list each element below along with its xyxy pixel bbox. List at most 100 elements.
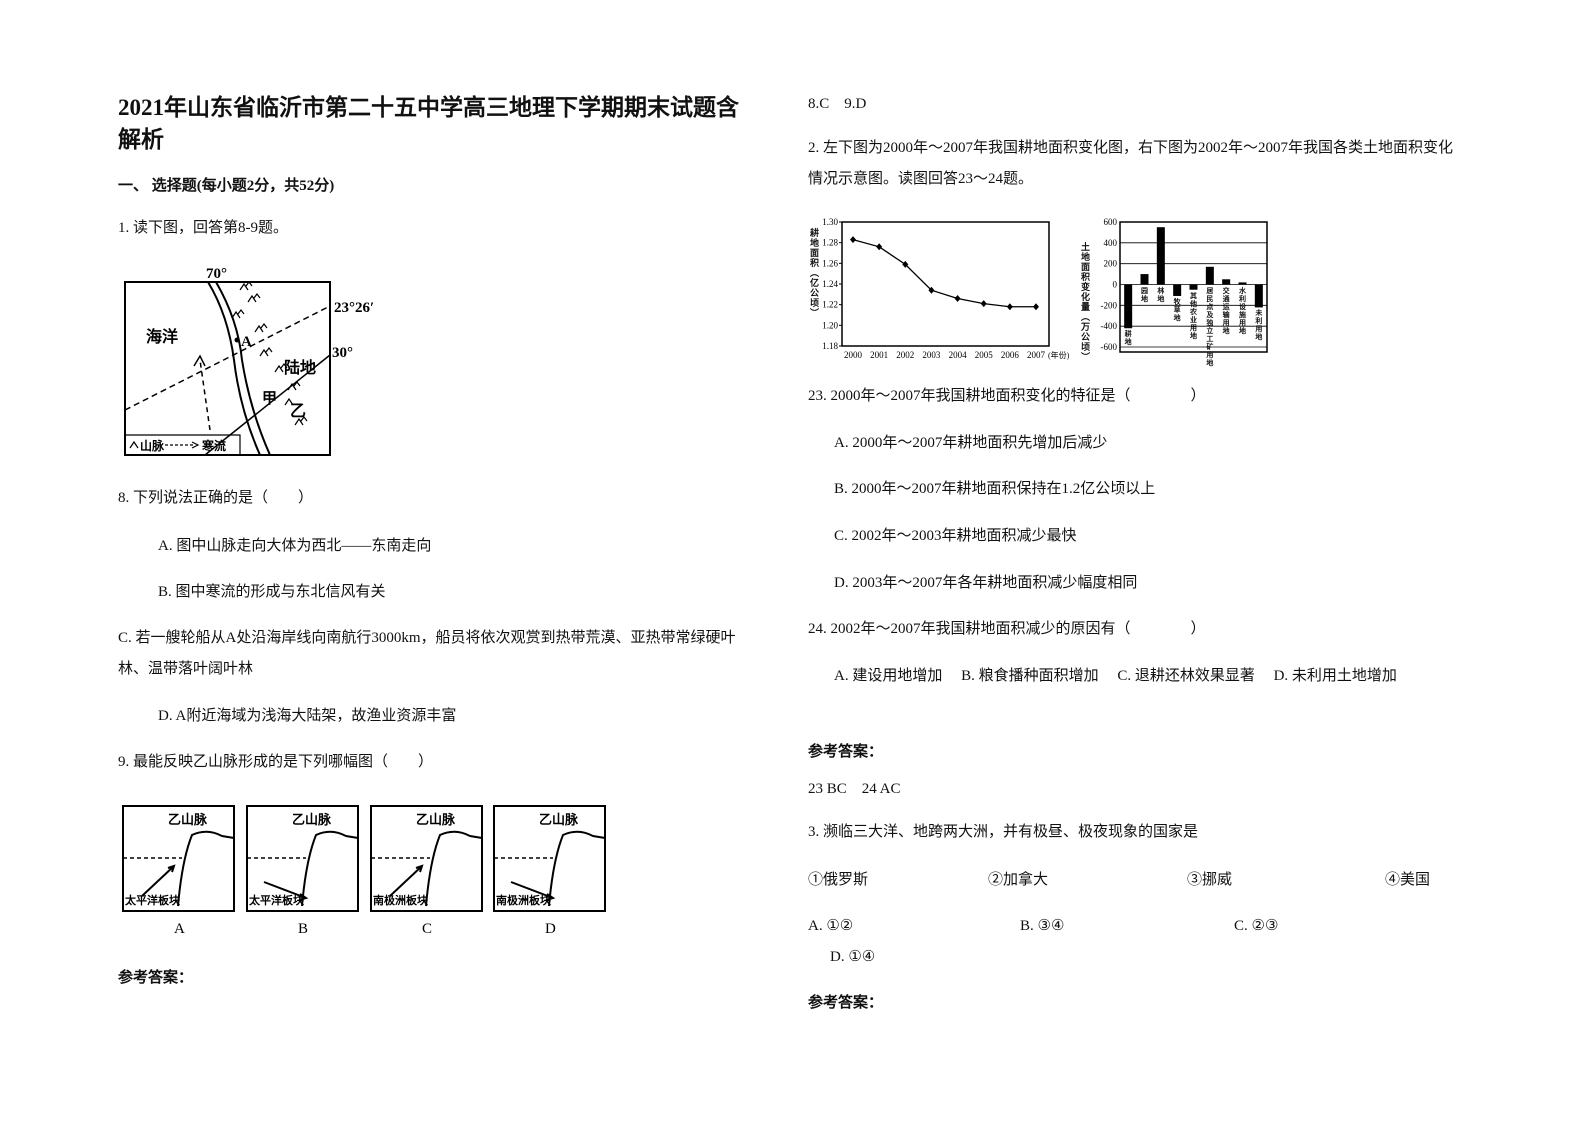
x-tick-label: 2005 <box>975 350 994 360</box>
x-tick-label: 2004 <box>949 350 968 360</box>
question: 1. 读下图，回答第8-9题。 <box>118 220 288 236</box>
option: D. 2003年～2007年各年耕地面积减少幅度相同 <box>834 575 1138 591</box>
title: 2021年山东省临沂市第二十五中学高三地理下学期期末试题含解析 <box>118 95 739 152</box>
point <box>876 243 883 251</box>
y-axis-label: 耕地面积（亿公顷） <box>808 228 818 318</box>
map-label: A <box>241 334 252 350</box>
panel-coast <box>425 830 483 907</box>
point <box>1033 303 1039 311</box>
map-label: 70° <box>206 266 227 282</box>
y-tick-label: 1.18 <box>822 341 838 351</box>
panel-coast <box>177 830 235 907</box>
question: 9. 最能反映乙山脉形成的是下列哪幅图（ ） <box>118 754 434 770</box>
map-label: 30° <box>332 345 353 361</box>
option: B. 2000年～2007年耕地面积保持在1.2亿公顷以上 <box>834 481 1156 497</box>
panel-letter: B <box>298 921 308 937</box>
map-label: 海洋 <box>146 327 178 346</box>
point <box>1006 303 1013 311</box>
answer-heading: 参考答案： <box>808 744 884 760</box>
panel-label: 乙山脉 <box>539 812 579 827</box>
category-label: 交通运输用地 <box>1222 286 1230 335</box>
point <box>954 294 961 302</box>
panel-label: 南极洲板块 <box>373 893 429 907</box>
panel-arrow <box>510 881 556 901</box>
answer-heading: 参考答案： <box>118 970 194 986</box>
y-tick-label: -400 <box>1101 321 1118 331</box>
answer: 23 BC 24 AC <box>808 781 901 797</box>
line-chart: 1.30 1.28 1.26 1.24 1.22 1.20 1.18 2000 2001 2002… <box>822 217 1070 360</box>
bar <box>1140 274 1149 285</box>
map-label: 乙 <box>290 403 306 420</box>
panel-letter: D <box>545 921 556 937</box>
point <box>928 286 935 294</box>
option: D. ①④ <box>830 949 876 965</box>
map: 70° 23°26′ 30° 海洋 A 陆地 甲 乙 山脉 寒流 <box>124 266 374 456</box>
option: D. A附近海域为浅海大陆架，故渔业资源丰富 <box>158 708 457 724</box>
bar <box>1238 282 1247 285</box>
y-tick-label: 1.28 <box>822 238 838 248</box>
answer-heading: 参考答案： <box>808 995 884 1011</box>
section: 一、 选择题(每小题2分，共52分) <box>118 178 335 194</box>
point <box>850 236 856 244</box>
bar <box>1156 227 1165 285</box>
plot-frame <box>841 221 1050 347</box>
y-tick-label: 600 <box>1104 217 1118 227</box>
option: B. ③④ <box>1020 918 1065 934</box>
option: C. ②③ <box>1234 918 1279 934</box>
category-label: 林地 <box>1157 286 1165 303</box>
x-tick-label: 2003 <box>922 350 941 360</box>
category-label: 其他农业用地 <box>1190 291 1197 340</box>
question: 2. 左下图为2000年～2007年我国耕地面积变化图，右下图为2002年～20… <box>808 140 1454 187</box>
x-axis-label: (年份) <box>1048 350 1070 360</box>
panel-arrow <box>141 864 176 897</box>
option: A. 图中山脉走向大体为西北——东南走向 <box>158 538 432 554</box>
y-tick-label: 1.24 <box>822 279 838 289</box>
x-tick-label: 2007 <box>1027 350 1046 360</box>
bar-chart: 600 400 200 0 -200 -400 -600 <box>1101 217 1268 353</box>
item: ③挪威 <box>1187 872 1233 888</box>
y-tick-label: 1.26 <box>822 258 838 268</box>
category-label: 耕地 <box>1124 330 1132 347</box>
bar <box>1205 266 1214 285</box>
y-tick-label: -200 <box>1101 300 1118 310</box>
y-tick-label: 1.20 <box>822 320 838 330</box>
bar <box>1222 279 1231 285</box>
panel-label: 南极洲板块 <box>496 893 552 907</box>
panel-letter: C <box>422 921 432 937</box>
panel-arrow <box>389 864 424 897</box>
question: 3. 濒临三大洋、地跨两大洲，并有极昼、极夜现象的国家是 <box>808 824 1199 840</box>
y-tick-label: 1.30 <box>822 217 838 227</box>
bar <box>1254 284 1263 308</box>
x-tick-label: 2006 <box>1001 350 1020 360</box>
y-tick-label: 1.22 <box>822 300 838 310</box>
map-label: 23°26′ <box>334 300 374 316</box>
category-label: 居民点及独立工矿用地 <box>1206 286 1214 367</box>
y-axis-label: 土地面积变化量（万公顷） <box>1079 242 1089 362</box>
panel-label: 乙山脉 <box>416 812 456 827</box>
y-tick-label: -600 <box>1101 342 1118 352</box>
map-label: 陆地 <box>284 358 316 377</box>
question: 8. 下列说法正确的是（ ） <box>118 490 314 506</box>
option: A. ①② <box>808 918 854 934</box>
bar <box>1189 284 1198 290</box>
item: ④美国 <box>1385 872 1431 888</box>
category-label: 未利用地 <box>1255 309 1263 342</box>
item: ②加拿大 <box>988 872 1049 888</box>
panel-label: 乙山脉 <box>168 812 208 827</box>
bar <box>1173 284 1182 296</box>
legend-label: 山脉 <box>140 438 165 453</box>
point <box>980 300 987 308</box>
x-tick-label: 2001 <box>870 350 888 360</box>
panel-label: 乙山脉 <box>292 812 332 827</box>
x-tick-label: 2000 <box>844 350 863 360</box>
panel-arrow <box>263 881 309 901</box>
option: A. 建设用地增加 B. 粮食播种面积增加 C. 退耕还林效果显著 D. 未利用… <box>834 668 1397 684</box>
y-tick-label: 200 <box>1104 259 1118 269</box>
bar <box>1124 284 1133 329</box>
panel-coast <box>301 830 359 907</box>
x-tick-label: 2002 <box>896 350 914 360</box>
item: ①俄罗斯 <box>808 872 869 888</box>
